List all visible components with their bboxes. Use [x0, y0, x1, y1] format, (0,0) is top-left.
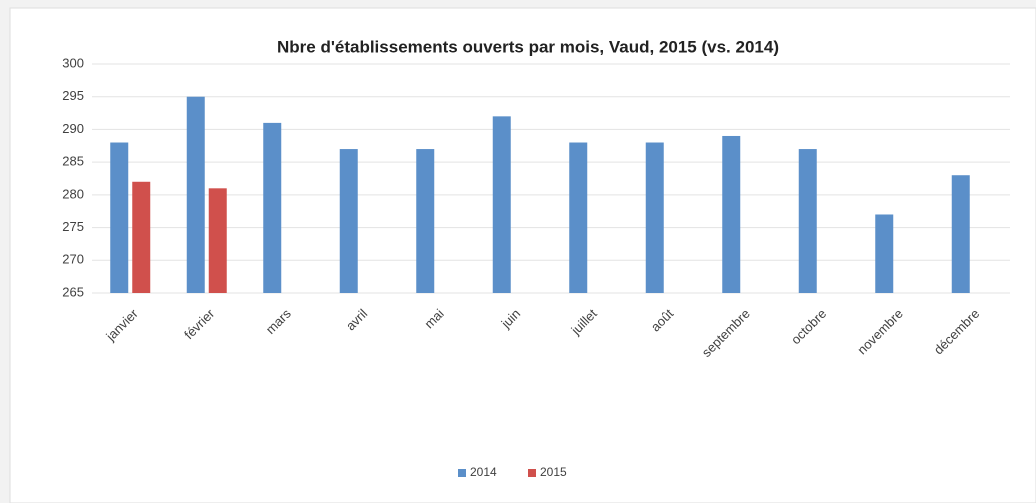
- chart-background: [9, 7, 1036, 503]
- y-tick-label: 280: [62, 186, 84, 201]
- bar: [416, 149, 435, 293]
- y-tick-label: 270: [62, 252, 84, 267]
- y-tick-label: 275: [62, 219, 84, 234]
- bar: [132, 181, 151, 293]
- bar: [339, 149, 358, 293]
- legend-swatch: [458, 469, 466, 477]
- bar: [492, 116, 511, 293]
- legend-label: 2015: [540, 465, 567, 479]
- bar: [110, 142, 129, 293]
- chart-title: Nbre d'établissements ouverts par mois, …: [277, 37, 779, 56]
- y-tick-label: 285: [62, 154, 84, 169]
- bar: [208, 188, 227, 293]
- bar: [569, 142, 588, 293]
- legend-swatch: [528, 469, 536, 477]
- y-tick-label: 295: [62, 88, 84, 103]
- legend-label: 2014: [470, 465, 497, 479]
- bar: [951, 175, 970, 293]
- bar: [722, 135, 741, 293]
- bar: [798, 149, 817, 293]
- y-tick-label: 290: [62, 121, 84, 136]
- bar: [645, 142, 664, 293]
- bar: [186, 96, 205, 293]
- y-tick-label: 300: [62, 55, 84, 70]
- y-tick-label: 265: [62, 284, 84, 299]
- bar: [875, 214, 894, 293]
- bar: [263, 122, 282, 293]
